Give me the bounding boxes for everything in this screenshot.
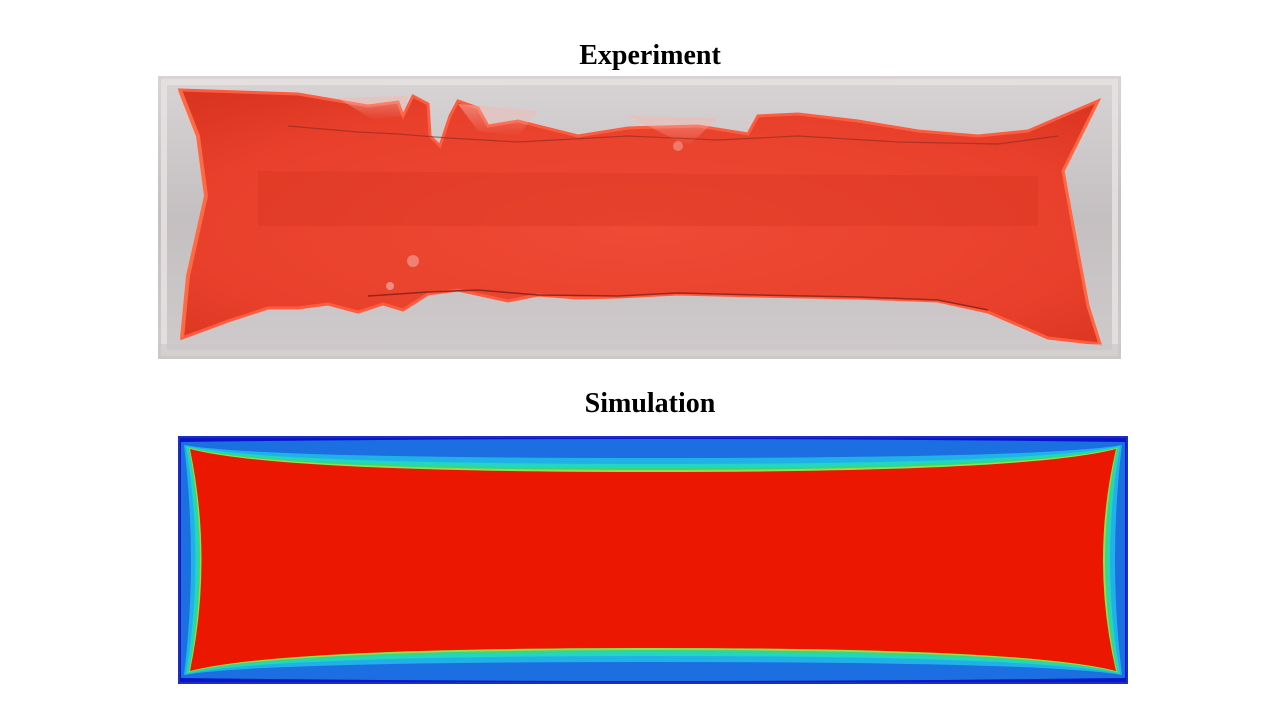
simulation-contour-plot [178,436,1128,684]
experiment-photo-image [158,76,1121,359]
experiment-photo [158,76,1121,359]
experiment-title: Experiment [579,40,721,71]
plot-border [178,436,1128,684]
simulation-title: Simulation [584,388,716,419]
simulation-contour-image [178,436,1128,684]
fluid-region [190,449,1116,671]
